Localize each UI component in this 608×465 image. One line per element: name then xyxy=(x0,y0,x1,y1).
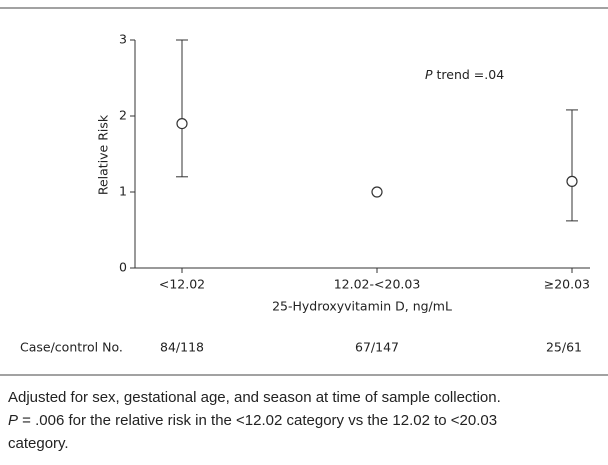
annotation: P trend =.04 xyxy=(425,67,504,82)
point xyxy=(371,186,383,198)
point xyxy=(566,175,578,187)
row-value: 67/147 xyxy=(355,340,399,355)
x-tick-label: ≥20.03 xyxy=(544,277,590,292)
footnote: category. xyxy=(8,435,69,452)
footnote: Adjusted for sex, gestational age, and s… xyxy=(8,389,501,406)
y-axis-label: Relative Risk xyxy=(96,114,111,195)
annotation-text: trend =.04 xyxy=(433,67,505,82)
footnote-italic: P xyxy=(8,412,18,429)
y-tick-label: 0 xyxy=(119,260,127,275)
row-value: 25/61 xyxy=(546,340,582,355)
footnote: P = .006 for the relative risk in the <1… xyxy=(8,412,497,429)
x-tick-label: 12.02-<20.03 xyxy=(334,277,421,292)
x-axis-label: 25-Hydroxyvitamin D, ng/mL xyxy=(272,299,452,314)
y-tick-label: 2 xyxy=(119,108,127,123)
y-tick-label: 3 xyxy=(119,32,127,47)
footnote-text: = .006 for the relative risk in the <12.… xyxy=(18,412,497,429)
annotation-italic: P xyxy=(425,67,433,82)
y-tick-label: 1 xyxy=(119,184,127,199)
row-label: Case/control No. xyxy=(20,340,123,355)
x-tick-label: <12.02 xyxy=(159,277,205,292)
row-value: 84/118 xyxy=(160,340,204,355)
point xyxy=(176,117,188,130)
